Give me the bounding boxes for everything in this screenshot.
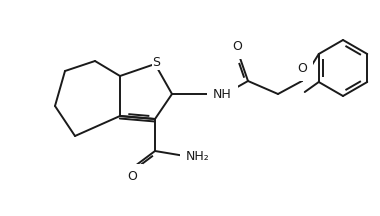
Text: O: O [127,170,137,183]
Text: O: O [297,62,307,75]
Text: S: S [152,57,160,70]
Text: NH₂: NH₂ [186,149,210,162]
Text: NH: NH [213,87,232,100]
Text: O: O [232,40,242,53]
